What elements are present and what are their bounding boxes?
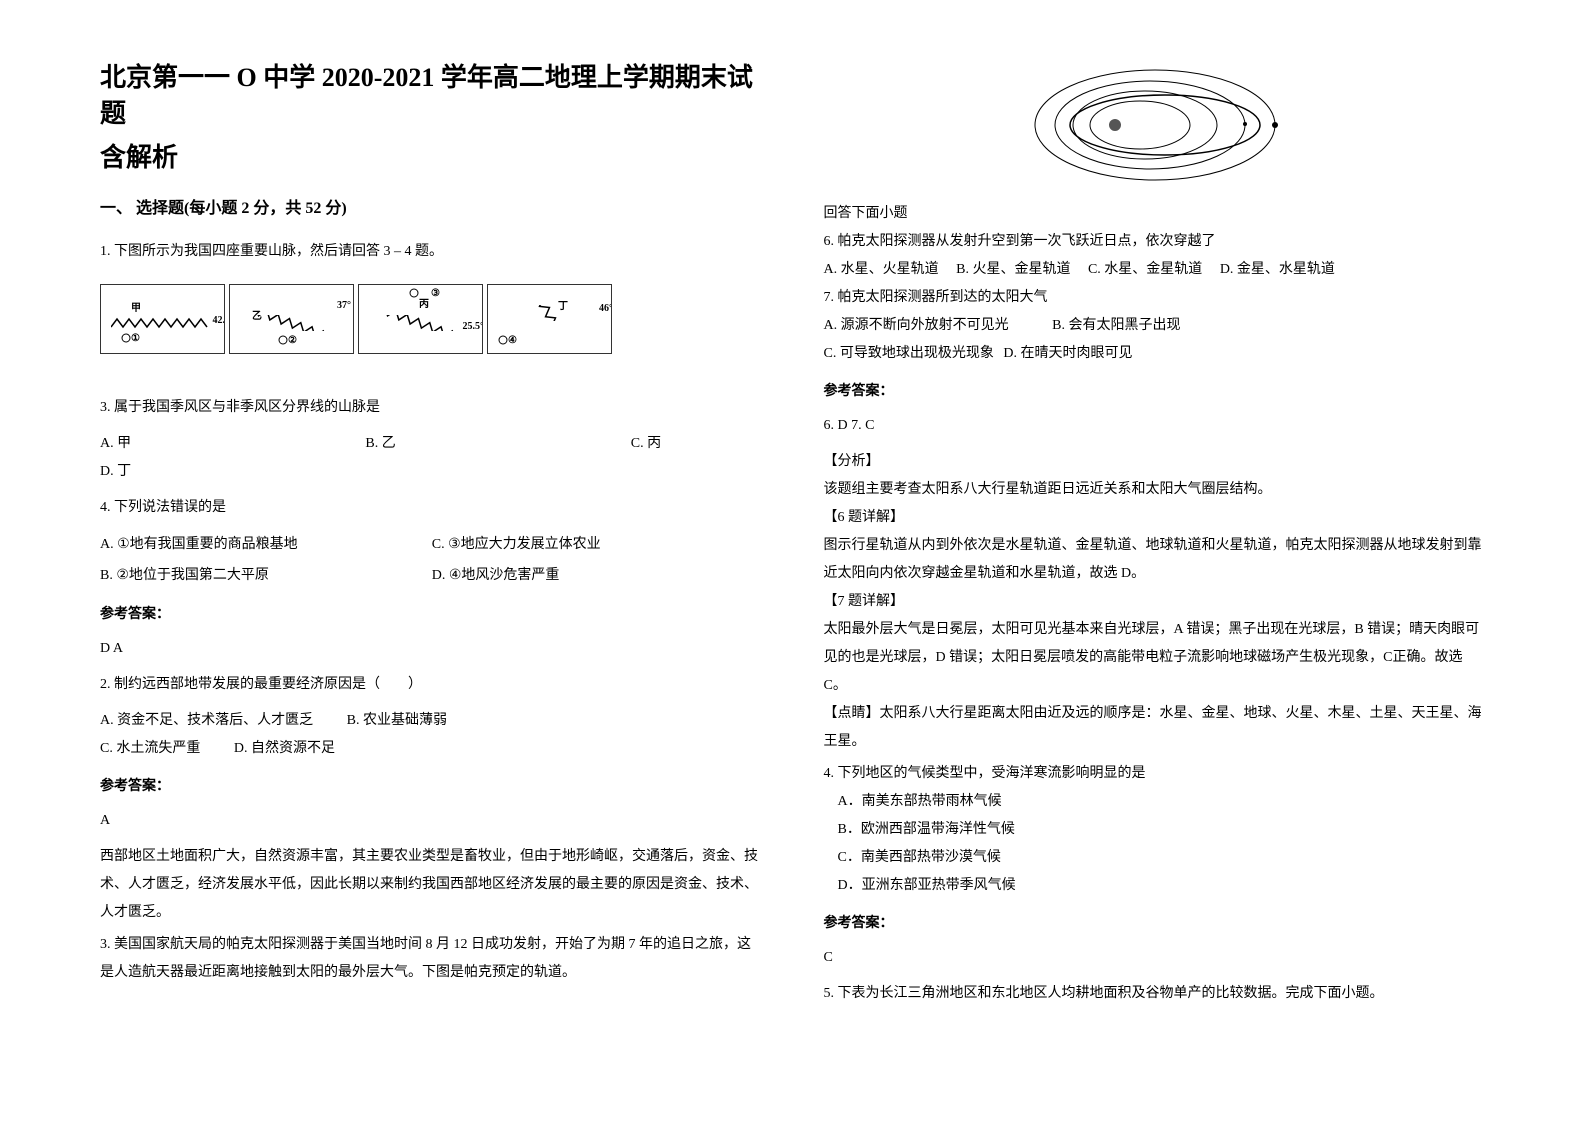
q67-answer: 6. D 7. C <box>824 412 1488 440</box>
q7-opt-b: B. 会有太阳黑子出现 <box>1052 318 1180 333</box>
question-3-parker-text: 3. 美国国家航天局的帕克太阳探测器于美国当地时间 8 月 12 日成功发射，开… <box>100 931 764 987</box>
q3-opt-d: D. 丁 <box>100 458 365 486</box>
map-3: 114.5° 丙 25.5° ③ <box>358 284 483 354</box>
q6-detail-text: 图示行星轨道从内到外依次是水星轨道、金星轨道、地球轨道和火星轨道，帕克太阳探测器… <box>824 532 1488 588</box>
map2-coord: 37° <box>337 300 351 311</box>
question-2-options-line2: C. 水土流失严重 D. 自然资源不足 <box>100 735 764 763</box>
question-2-options: A. 资金不足、技术落后、人才匮乏 B. 农业基础薄弱 <box>100 707 764 735</box>
q2-opt-b: B. 农业基础薄弱 <box>347 713 447 728</box>
map1-numcircle: ① <box>131 333 140 344</box>
q4-opt-d: D. ④地风沙危害严重 <box>432 561 764 592</box>
q2-answer: A <box>100 807 764 835</box>
map1-mark: 甲 <box>131 299 141 314</box>
right-column: 回答下面小题 6. 帕克太阳探测器从发射升空到第一次飞跃近日点，依次穿越了 A.… <box>824 60 1488 1062</box>
q7-opt-d: D. 在晴天时肉眼可见 <box>1003 346 1132 361</box>
question-2-text: 2. 制约远西部地带发展的最重要经济原因是（ ） <box>100 671 764 699</box>
question-4new-text: 4. 下列地区的气候类型中，受海洋寒流影响明显的是 <box>824 760 1488 788</box>
q3-opt-a: A. 甲 <box>100 430 365 458</box>
section-1-header: 一、 选择题(每小题 2 分，共 52 分) <box>100 194 764 218</box>
q4new-opt-a: A．南美东部热带雨林气候 <box>824 788 1488 816</box>
q34-answer: D A <box>100 635 764 663</box>
map2-mark: 乙 <box>252 307 262 322</box>
answer-label-2: 参考答案： <box>100 775 764 795</box>
q6-opt-b: B. 火星、金星轨道 <box>956 262 1070 277</box>
question-4-options: A. ①地有我国重要的商品粮基地 C. ③地应大力发展立体农业 B. ②地位于我… <box>100 530 764 592</box>
q3-opt-b: B. 乙 <box>365 430 630 458</box>
circle-icon <box>278 335 288 345</box>
map3-numcircle: ③ <box>431 288 440 299</box>
document-title-line2: 含解析 <box>100 137 764 174</box>
q4new-answer: C <box>824 944 1488 972</box>
q4new-opt-c: C．南美西部热带沙漠气候 <box>824 844 1488 872</box>
q2-opt-a: A. 资金不足、技术落后、人才匮乏 <box>100 713 313 728</box>
answer-label-3: 参考答案： <box>824 380 1488 400</box>
q4-opt-c: C. ③地应大力发展立体农业 <box>432 530 764 561</box>
map-2: 114° 乙 37° ② <box>229 284 354 354</box>
question-1-intro: 1. 下图所示为我国四座重要山脉，然后请回答 3 – 4 题。 <box>100 238 764 266</box>
map3-coord: 25.5° <box>463 321 484 332</box>
q6-detail-label: 【6 题详解】 <box>824 504 1488 532</box>
answer-label-1: 参考答案： <box>100 603 764 623</box>
q2-explanation: 西部地区土地面积广大，自然资源丰富，其主要农业类型是畜牧业，但由于地形崎岖，交通… <box>100 843 764 927</box>
q2-opt-c: C. 水土流失严重 <box>100 741 200 756</box>
question-7-text: 7. 帕克太阳探测器所到达的太阳大气 <box>824 284 1488 312</box>
circle-icon <box>498 335 508 345</box>
mountain-icon <box>111 315 216 331</box>
question-7-options-line1: A. 源源不断向外放射不可见光 B. 会有太阳黑子出现 <box>824 312 1488 340</box>
question-4-text: 4. 下列说法错误的是 <box>100 494 764 522</box>
q6-opt-c: C. 水星、金星轨道 <box>1088 262 1202 277</box>
question-6-options: A. 水星、火星轨道 B. 火星、金星轨道 C. 水星、金星轨道 D. 金星、水… <box>824 256 1488 284</box>
q2-opt-d: D. 自然资源不足 <box>234 741 335 756</box>
q3-opt-c: C. 丙 <box>631 430 764 458</box>
question-3-options: A. 甲 B. 乙 C. 丙 D. 丁 <box>100 430 764 486</box>
map4-numcircle: ④ <box>508 335 517 346</box>
q4-opt-a: A. ①地有我国重要的商品粮基地 <box>100 530 432 561</box>
q7-opt-c: C. 可导致地球出现极光现象 <box>824 346 994 361</box>
col2-intro: 回答下面小题 <box>824 200 1488 228</box>
question-7-options-line2: C. 可导致地球出现极光现象 D. 在晴天时肉眼可见 <box>824 340 1488 368</box>
q4-opt-b: B. ②地位于我国第二大平原 <box>100 561 432 592</box>
orbit-diagram <box>1025 60 1285 190</box>
map2-numcircle: ② <box>288 335 297 346</box>
map4-mark: 丁 <box>558 297 568 312</box>
q6-opt-d: D. 金星、水星轨道 <box>1220 262 1335 277</box>
map-1: 85° 甲 42.5° ① <box>100 284 225 354</box>
left-column: 北京第一一 O 中学 2020-2021 学年高二地理上学期期末试题 含解析 一… <box>100 60 764 1062</box>
map1-coord: 42.5° <box>213 315 226 326</box>
map4-coord: 46° <box>599 303 612 314</box>
circle-icon <box>409 288 419 298</box>
q6-opt-a: A. 水星、火星轨道 <box>824 262 939 277</box>
q4new-opt-b: B．欧洲西部温带海洋性气候 <box>824 816 1488 844</box>
answer-label-4: 参考答案： <box>824 912 1488 932</box>
tip-label: 【点睛】 <box>824 706 880 721</box>
map3-mark: 丙 <box>419 295 429 310</box>
tip-section: 【点睛】太阳系八大行星距离太阳由近及远的顺序是：水星、金星、地球、火星、木星、土… <box>824 700 1488 756</box>
circle-icon <box>121 333 131 343</box>
q4new-opt-d: D．亚洲东部亚热带季风气候 <box>824 872 1488 900</box>
question-3-text: 3. 属于我国季风区与非季风区分界线的山脉是 <box>100 394 764 422</box>
question-6-text: 6. 帕克太阳探测器从发射升空到第一次飞跃近日点，依次穿越了 <box>824 228 1488 256</box>
analysis-label: 【分析】 <box>824 448 1488 476</box>
orbit-svg <box>1025 60 1285 190</box>
map-figures: 85° 甲 42.5° ① 114° 乙 37° ② 114.5° 丙 25.5… <box>100 284 764 354</box>
analysis-text: 该题组主要考查太阳系八大行星轨道距日远近关系和太阳大气圈层结构。 <box>824 476 1488 504</box>
document-title-line1: 北京第一一 O 中学 2020-2021 学年高二地理上学期期末试题 <box>100 60 764 133</box>
q7-detail-text: 太阳最外层大气是日冕层，太阳可见光基本来自光球层，A 错误；黑子出现在光球层，B… <box>824 616 1488 700</box>
mountain-icon <box>369 315 474 331</box>
map-4: 120° 丁 46° ④ <box>487 284 612 354</box>
q7-opt-a: A. 源源不断向外放射不可见光 <box>824 318 1009 333</box>
tip-text: 太阳系八大行星距离太阳由近及远的顺序是：水星、金星、地球、火星、木星、土星、天王… <box>824 706 1482 749</box>
q7-detail-label: 【7 题详解】 <box>824 588 1488 616</box>
question-5new-text: 5. 下表为长江三角洲地区和东北地区人均耕地面积及谷物单产的比较数据。完成下面小… <box>824 980 1488 1008</box>
